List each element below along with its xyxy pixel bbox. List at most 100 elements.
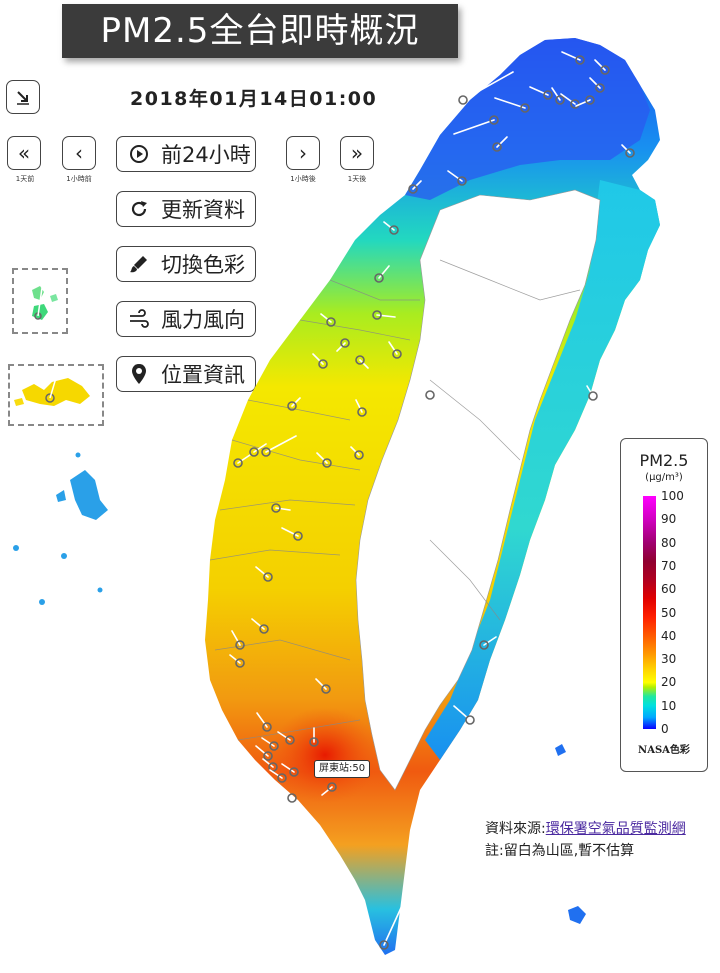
station-marker[interactable] [318,359,328,369]
collapse-panel-button[interactable] [6,80,40,114]
station-marker[interactable] [326,317,336,327]
forward-one-day-button[interactable]: » [340,136,374,170]
station-marker[interactable] [392,349,402,359]
station-marker[interactable] [465,715,475,725]
forward-one-hour-button[interactable]: › [286,136,320,170]
station-marker[interactable] [340,338,350,348]
wind-arrow [447,170,463,182]
map-pin-icon [127,363,151,385]
station-marker[interactable] [235,658,245,668]
station-marker[interactable] [261,447,271,457]
chevron-left-icon: ‹ [75,141,83,165]
station-marker[interactable] [322,458,332,468]
station-marker[interactable] [625,148,635,158]
wind-arrow [231,630,241,646]
station-marker[interactable] [457,176,467,186]
wind-arrow [321,786,333,796]
refresh-data-button[interactable]: 更新資料 [116,191,256,227]
station-marker[interactable] [263,572,273,582]
station-marker[interactable] [287,401,297,411]
wind-arrow [255,566,269,578]
station-marker[interactable] [285,735,295,745]
wind-arrow [589,77,601,89]
station-marker[interactable] [235,640,245,650]
station-marker[interactable] [595,83,605,93]
station-marker[interactable] [600,65,610,75]
legend-tick: 80 [661,535,677,550]
station-marker[interactable] [293,531,303,541]
station-marker[interactable] [555,95,565,105]
station-marker[interactable] [269,741,279,751]
station-marker[interactable] [543,90,553,100]
station-marker[interactable] [271,503,281,513]
wind-arrow [388,341,398,355]
switch-colors-button[interactable]: 切換色彩 [116,246,256,282]
wind-toggle-button[interactable]: 風力風向 [116,301,256,337]
data-source-link[interactable]: 環保署空氣品質監測網 [545,821,686,837]
station-marker[interactable] [259,624,269,634]
station-marker[interactable] [287,793,297,803]
station-marker[interactable] [309,737,319,747]
location-info-label: 位置資訊 [161,363,245,387]
station-marker[interactable] [389,225,399,235]
station-marker[interactable] [458,95,468,105]
wind-arrow [251,618,265,630]
station-marker[interactable] [249,447,259,457]
matsu-inset[interactable] [12,268,68,334]
station-marker[interactable] [289,767,299,777]
station-marker[interactable] [268,762,278,772]
station-marker[interactable] [357,407,367,417]
wind-arrow [291,397,301,407]
wind-arrow [261,737,275,747]
wind-arrow [529,86,549,96]
wind-arrow [312,353,324,365]
station-marker[interactable] [479,640,489,650]
station-marker[interactable] [575,55,585,65]
wind-arrow [621,144,631,154]
station-marker[interactable] [233,458,243,468]
station-marker[interactable] [263,751,273,761]
wind-arrow [281,789,293,799]
legend-tick: 90 [661,512,677,527]
kinmen-inset[interactable] [8,364,104,426]
back-one-hour-button[interactable]: ‹ [62,136,96,170]
wind-arrow [575,99,591,107]
station-marker[interactable] [327,782,337,792]
station-marker[interactable] [321,684,331,694]
station-marker[interactable] [588,391,598,401]
wind-arrow [275,507,291,511]
refresh-data-label: 更新資料 [161,198,245,222]
play-24h-button[interactable]: 前24小時 [116,136,256,172]
switch-colors-label: 切換色彩 [161,253,245,277]
station-marker[interactable] [425,390,435,400]
mountain-note: 註:留白為山區,暫不估算 [485,843,635,859]
legend-tick: 60 [661,582,677,597]
wind-arrow [253,443,267,453]
station-marker[interactable] [520,103,530,113]
station-marker[interactable] [492,142,502,152]
station-callout: 屏東站:50 [314,760,371,778]
station-marker[interactable] [374,273,384,283]
station-marker[interactable] [354,450,364,460]
wind-arrow [320,313,332,323]
arrow-down-right-icon [17,91,29,105]
legend-tick: 70 [661,558,677,573]
wind-arrow [378,265,390,279]
wind-arrow [496,136,508,148]
legend-tick: 40 [661,628,677,643]
wind-arrow [421,386,431,396]
station-marker[interactable] [585,95,595,105]
station-marker[interactable] [379,940,389,950]
back-one-day-button[interactable]: « [7,136,41,170]
station-marker[interactable] [355,355,365,365]
station-marker[interactable] [262,722,272,732]
station-marker[interactable] [277,773,287,783]
station-marker[interactable] [408,184,418,194]
location-info-button[interactable]: 位置資訊 [116,356,256,392]
legend-tick: 30 [661,652,677,667]
station-marker[interactable] [372,310,382,320]
wind-arrow [315,678,327,690]
wind-arrow [359,359,369,369]
station-marker[interactable] [489,115,499,125]
